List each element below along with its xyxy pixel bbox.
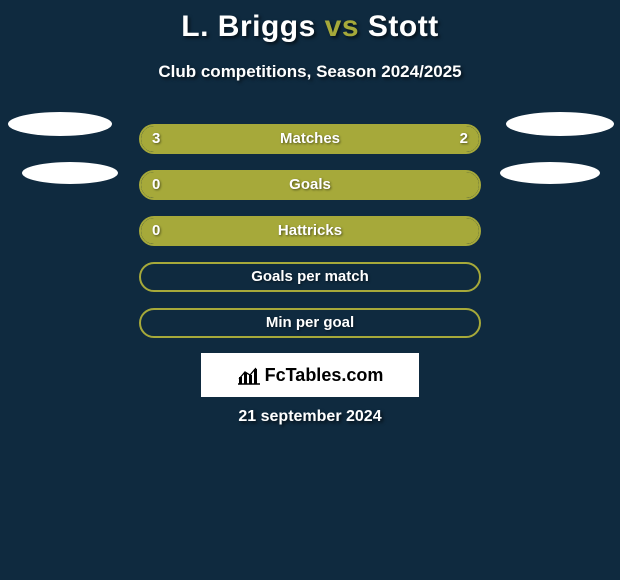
- logo-box: FcTables.com: [201, 353, 419, 397]
- stat-bar: [139, 124, 481, 154]
- comparison-card: L. Briggs vs Stott Club competitions, Se…: [0, 0, 620, 580]
- subtitle: Club competitions, Season 2024/2025: [0, 62, 620, 82]
- stat-value-left: 0: [152, 170, 160, 200]
- stat-bar-fill: [141, 126, 479, 152]
- stat-bar-fill: [141, 218, 479, 244]
- stat-value-left: 3: [152, 124, 160, 154]
- stat-bar: [139, 216, 481, 246]
- stat-bar: [139, 170, 481, 200]
- logo-text: FcTables.com: [265, 365, 384, 386]
- vs-text: vs: [325, 10, 359, 43]
- ellipse-icon: [500, 162, 600, 184]
- stat-bar-fill: [141, 172, 479, 198]
- player2-name: Stott: [368, 10, 439, 43]
- ellipse-icon: [22, 162, 118, 184]
- stat-value-left: 0: [152, 216, 160, 246]
- stat-value-right: 2: [460, 124, 468, 154]
- stat-bar: [139, 262, 481, 292]
- stat-row: Hattricks0: [0, 216, 620, 262]
- ellipse-icon: [8, 112, 112, 136]
- stat-row: Goals0: [0, 170, 620, 216]
- page-title: L. Briggs vs Stott: [0, 0, 620, 44]
- stat-row: Min per goal: [0, 308, 620, 354]
- date-text: 21 september 2024: [0, 408, 620, 426]
- barchart-icon: [237, 365, 261, 385]
- player1-name: L. Briggs: [181, 10, 316, 43]
- stat-row: Goals per match: [0, 262, 620, 308]
- ellipse-icon: [506, 112, 614, 136]
- logo: FcTables.com: [237, 365, 384, 386]
- stat-rows: Matches32Goals0Hattricks0Goals per match…: [0, 124, 620, 354]
- stat-bar: [139, 308, 481, 338]
